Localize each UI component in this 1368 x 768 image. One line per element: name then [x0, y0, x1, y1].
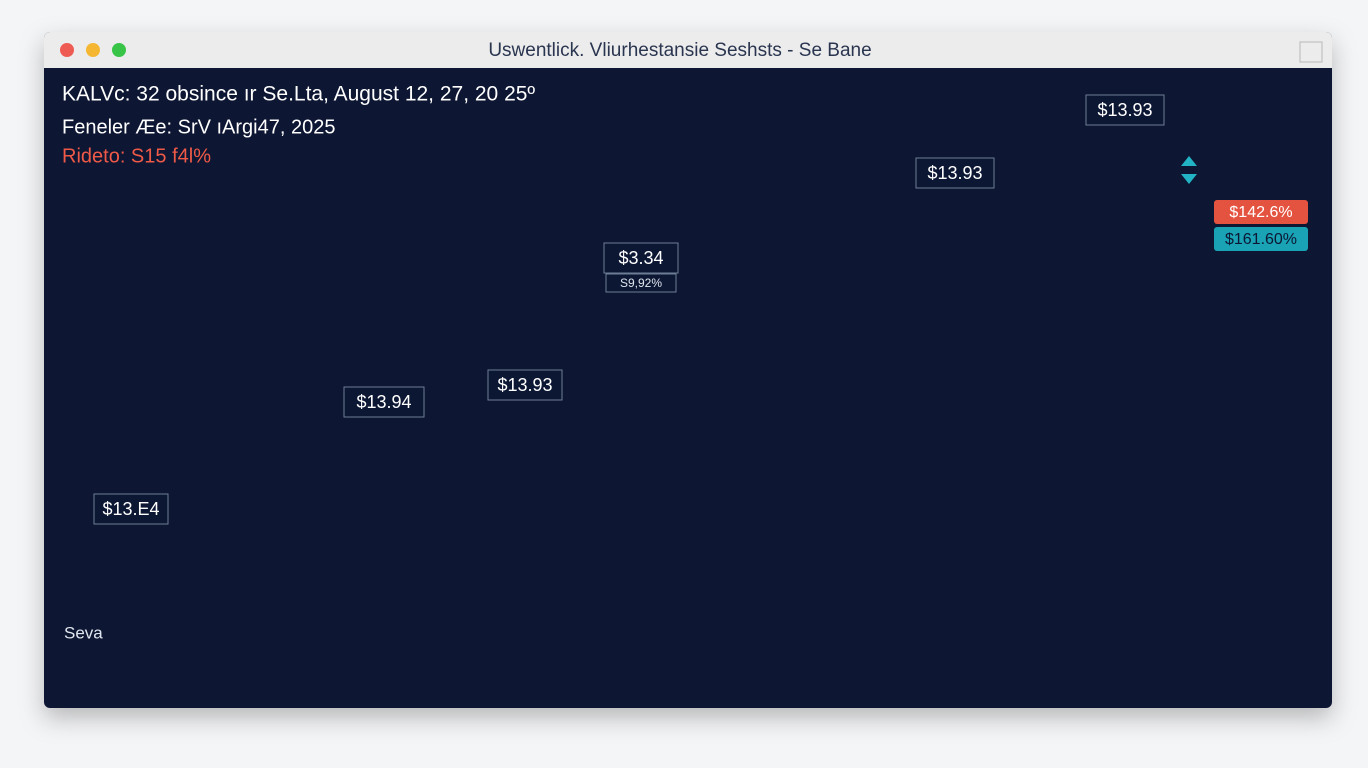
window-title: Uswentlick. Vliurhestansie Seshsts - Se …: [488, 40, 871, 61]
close-button[interactable]: [60, 43, 74, 57]
price-tag: [1214, 227, 1308, 251]
header-line: KALVc: 32 obsince ır Se.Lta, August 12, …: [62, 83, 535, 106]
annotation-box: [1085, 94, 1165, 126]
arrow-down[interactable]: [1181, 174, 1197, 184]
annotation-box: [915, 157, 995, 189]
oscillator-label: Seva: [64, 623, 103, 642]
price-tag: [1214, 200, 1308, 224]
minimize-button[interactable]: [86, 43, 100, 57]
annotation: S9,92%: [620, 276, 662, 290]
annotation: $13.E4: [102, 499, 159, 519]
arrow-up[interactable]: [1181, 156, 1197, 166]
header-line: Feneler Æe: SrV ıArgi47, 2025: [62, 116, 335, 138]
window-icon[interactable]: [1299, 41, 1323, 63]
annotation: $3.34: [618, 248, 663, 268]
header-line: Rideto: S15 f4l%: [62, 145, 211, 167]
annotation-box: [605, 273, 677, 293]
title-bar-bottom: [44, 56, 1332, 68]
annotation-box: [603, 242, 679, 274]
annotation-box: [487, 369, 563, 401]
price-tag-label: $161.60%: [1225, 231, 1297, 248]
zoom-button[interactable]: [112, 43, 126, 57]
annotation: $13.93: [927, 163, 982, 183]
annotations: $13.E4 $13.94 $13.93 $3.34 S9,92% $13.93…: [93, 94, 1165, 525]
annotation: $13.93: [1097, 100, 1152, 120]
price-tag-label: $142.6%: [1229, 204, 1292, 221]
annotation-box: [93, 493, 169, 525]
window: [44, 32, 1332, 708]
annotation: $13.94: [356, 392, 411, 412]
annotation-box: [343, 386, 425, 418]
annotation: $13.93: [497, 375, 552, 395]
